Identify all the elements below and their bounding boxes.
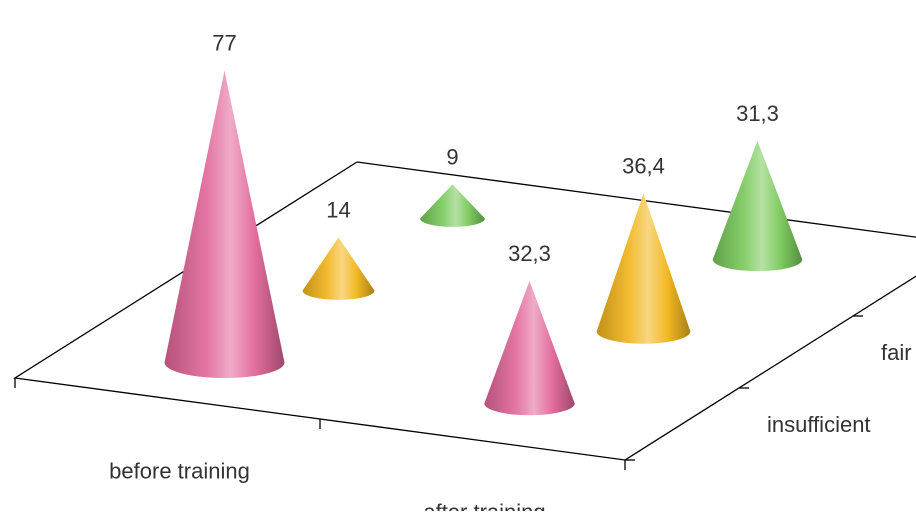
data-label-excellent-after-training: 31,3 [736,101,779,126]
data-label-insufficient-before-training: 77 [212,31,236,56]
cone-insufficient-after-training [484,281,575,416]
category-label-after-training: after training [423,500,545,512]
data-label-fair-after-training: 36,4 [622,153,665,178]
series-label-fair: fair [881,340,912,365]
series-label-insufficient: insufficient [767,412,871,437]
axis-ticks [14,315,863,470]
cone-fair-after-training [596,193,691,344]
data-label-excellent-before-training: 9 [446,144,458,169]
cone-excellent-before-training [420,184,485,227]
cone-marks [164,70,803,416]
cone-insufficient-before-training [164,70,285,379]
cone-excellent-after-training [712,140,803,272]
data-label-fair-before-training: 14 [326,197,350,222]
data-label-insufficient-after-training: 32,3 [508,241,551,266]
cone-fair-before-training [302,237,375,300]
category-label-before-training: before training [109,459,250,484]
